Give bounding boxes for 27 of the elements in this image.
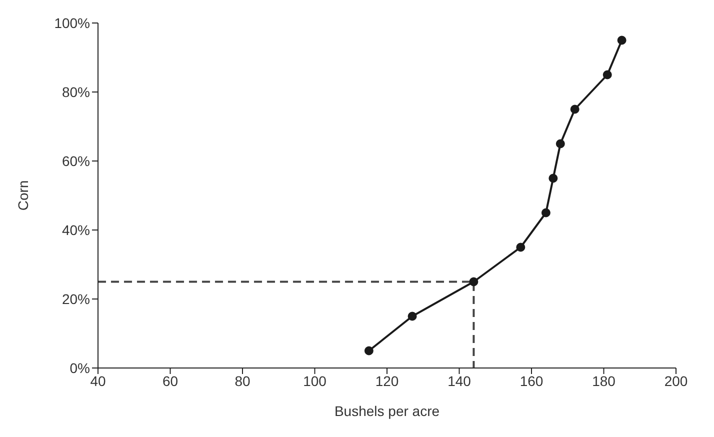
y-axis-title: Corn	[14, 180, 31, 211]
point	[408, 312, 417, 321]
point	[364, 346, 374, 356]
x-tick-label: 80	[234, 372, 250, 389]
y-tick-label: 40%	[62, 222, 90, 238]
point	[469, 277, 478, 286]
x-tick-label: 180	[592, 372, 616, 389]
point	[602, 70, 612, 80]
x-tick-label: 120	[375, 372, 399, 389]
point	[541, 208, 550, 218]
point	[570, 104, 580, 114]
point	[516, 242, 526, 252]
point	[617, 36, 626, 45]
y-tick-label: 100%	[54, 14, 90, 31]
x-tick-label: 160	[520, 372, 544, 389]
y-tick-label: 80%	[62, 84, 90, 100]
x-tick-label: 100	[303, 372, 327, 389]
x-tick-label: 40	[90, 372, 106, 389]
x-tick-label: 140	[448, 372, 472, 389]
point	[548, 174, 558, 183]
y-tick-label: 20%	[62, 290, 90, 307]
x-axis-title: Bushels per acre	[334, 402, 440, 419]
x-tick-label: 200	[664, 372, 688, 389]
point	[556, 139, 565, 148]
y-tick-label: 60%	[62, 152, 90, 169]
y-tick-label: 0%	[70, 360, 90, 376]
x-tick-label: 60	[162, 372, 178, 389]
